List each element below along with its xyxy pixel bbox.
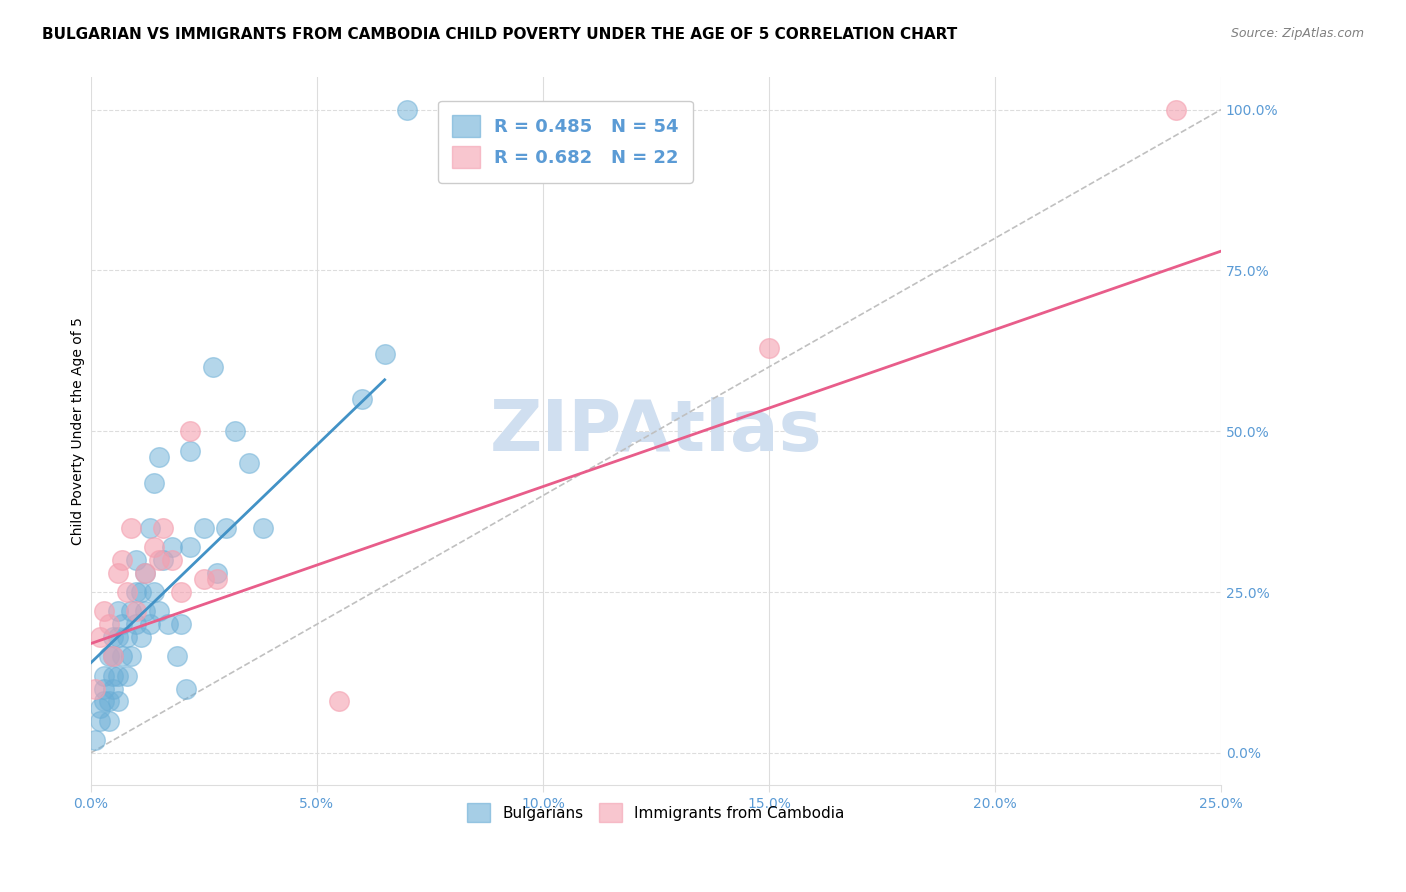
Point [97, 714, 120, 728]
Point [207, 566, 229, 580]
Point [111, 617, 134, 632]
Point [125, 553, 148, 567]
Point [121, 649, 143, 664]
Point [89, 714, 111, 728]
Point [138, 617, 160, 632]
Point [238, 457, 260, 471]
Point [252, 521, 274, 535]
Point [166, 649, 188, 664]
Point [193, 521, 215, 535]
Point [207, 572, 229, 586]
Point [201, 359, 224, 374]
Point [107, 669, 129, 683]
Point [224, 424, 246, 438]
Point [103, 669, 125, 683]
Point [103, 649, 125, 664]
Point [103, 649, 125, 664]
Point [93, 694, 115, 708]
Point [215, 521, 238, 535]
Point [134, 604, 156, 618]
Point [93, 669, 115, 683]
Point [179, 443, 201, 458]
Point [160, 553, 183, 567]
Point [396, 103, 419, 117]
Point [179, 540, 201, 554]
Text: BULGARIAN VS IMMIGRANTS FROM CAMBODIA CHILD POVERTY UNDER THE AGE OF 5 CORRELATI: BULGARIAN VS IMMIGRANTS FROM CAMBODIA CH… [42, 27, 957, 42]
Point [148, 604, 170, 618]
Point [93, 681, 115, 696]
Point [138, 521, 160, 535]
Point [107, 604, 129, 618]
Point [103, 630, 125, 644]
Point [179, 424, 201, 438]
Point [758, 341, 780, 355]
Point [97, 694, 120, 708]
Point [121, 521, 143, 535]
Point [143, 475, 166, 490]
Point [156, 617, 179, 632]
Point [143, 540, 166, 554]
Point [125, 585, 148, 599]
Point [115, 669, 138, 683]
Point [129, 630, 152, 644]
Point [89, 630, 111, 644]
Point [97, 649, 120, 664]
Point [84, 733, 107, 747]
Point [328, 694, 350, 708]
Point [134, 566, 156, 580]
Point [148, 553, 170, 567]
Point [134, 566, 156, 580]
Point [152, 553, 174, 567]
Point [97, 617, 120, 632]
Text: Source: ZipAtlas.com: Source: ZipAtlas.com [1230, 27, 1364, 40]
Point [115, 630, 138, 644]
Point [93, 604, 115, 618]
Point [352, 392, 374, 406]
Point [115, 585, 138, 599]
Point [111, 649, 134, 664]
Point [107, 630, 129, 644]
Point [170, 585, 193, 599]
Point [107, 566, 129, 580]
Text: ZIPAtlas: ZIPAtlas [489, 397, 823, 466]
Point [148, 450, 170, 464]
Point [107, 694, 129, 708]
Y-axis label: Child Poverty Under the Age of 5: Child Poverty Under the Age of 5 [72, 318, 86, 545]
Point [143, 585, 166, 599]
Point [84, 681, 107, 696]
Point [125, 617, 148, 632]
Point [89, 701, 111, 715]
Point [121, 604, 143, 618]
Point [160, 540, 183, 554]
Point [152, 521, 174, 535]
Point [111, 553, 134, 567]
Point [193, 572, 215, 586]
Point [103, 681, 125, 696]
Point [1164, 103, 1187, 117]
Point [374, 347, 396, 361]
Point [170, 617, 193, 632]
Point [125, 604, 148, 618]
Point [174, 681, 197, 696]
Point [129, 585, 152, 599]
Legend: Bulgarians, Immigrants from Cambodia: Bulgarians, Immigrants from Cambodia [456, 791, 856, 834]
